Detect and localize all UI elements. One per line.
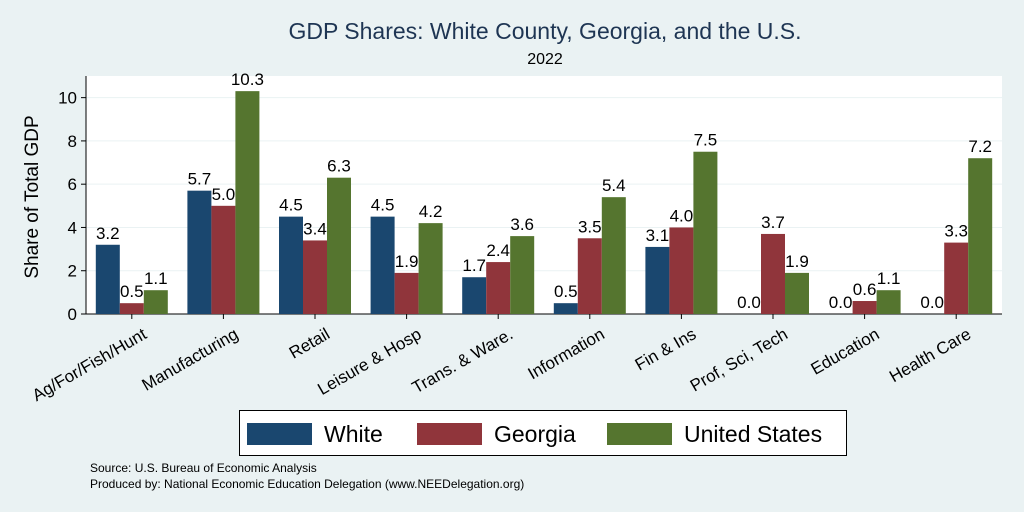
bar-georgia-education xyxy=(852,301,877,314)
bar-white-trans-ware xyxy=(462,277,487,314)
data-label-white-retail: 4.5 xyxy=(279,196,303,215)
data-label-united-states-information: 5.4 xyxy=(602,176,626,195)
legend-item-united-states: United States xyxy=(607,411,822,457)
bar-georgia-health-care xyxy=(944,242,969,314)
data-label-white-information: 0.5 xyxy=(554,282,578,301)
bar-white-leisure-hosp xyxy=(370,216,395,314)
y-tick-label: 2 xyxy=(68,262,77,281)
data-label-georgia-prof-sci-tech: 3.7 xyxy=(761,213,785,232)
bar-georgia-trans-ware xyxy=(486,262,511,314)
bar-white-fin-ins xyxy=(645,246,670,314)
data-label-united-states-health-care: 7.2 xyxy=(968,137,992,156)
bar-georgia-manufacturing xyxy=(211,205,236,314)
source-note: Source: U.S. Bureau of Economic Analysis xyxy=(90,461,317,475)
y-tick-label: 6 xyxy=(68,175,77,194)
bar-white-ag-for-fish-hunt xyxy=(95,244,120,314)
bar-white-manufacturing xyxy=(187,190,212,314)
x-tick-label-retail: Retail xyxy=(286,324,333,362)
x-tick-label-fin-ins: Fin & Ins xyxy=(632,324,700,374)
bar-white-information xyxy=(553,303,578,314)
data-label-united-states-trans-ware: 3.6 xyxy=(510,215,534,234)
bar-georgia-leisure-hosp xyxy=(394,272,419,314)
x-tick-label-manufacturing: Manufacturing xyxy=(139,324,242,394)
bar-united-states-trans-ware xyxy=(510,236,535,314)
data-label-white-education: 0.0 xyxy=(829,293,853,312)
legend-swatch-georgia xyxy=(417,423,482,445)
x-tick-label-prof-sci-tech: Prof, Sci, Tech xyxy=(687,324,791,395)
x-tick-label-education: Education xyxy=(808,324,883,378)
produced-by-note: Produced by: National Economic Education… xyxy=(90,477,525,491)
y-tick-label: 8 xyxy=(68,132,77,151)
bar-georgia-information xyxy=(577,238,602,314)
data-label-white-manufacturing: 5.7 xyxy=(188,170,212,189)
bar-united-states-manufacturing xyxy=(235,91,260,315)
data-label-georgia-manufacturing: 5.0 xyxy=(212,185,236,204)
data-label-united-states-leisure-hosp: 4.2 xyxy=(419,202,443,221)
bar-georgia-ag-for-fish-hunt xyxy=(119,303,144,314)
bar-united-states-health-care xyxy=(968,158,993,314)
bar-united-states-fin-ins xyxy=(693,151,718,314)
bar-united-states-retail xyxy=(327,177,351,314)
chart-title: GDP Shares: White County, Georgia, and t… xyxy=(288,18,802,44)
data-label-white-ag-for-fish-hunt: 3.2 xyxy=(96,224,120,243)
bar-united-states-information xyxy=(601,197,626,314)
bar-united-states-leisure-hosp xyxy=(418,223,443,314)
x-tick-label-information: Information xyxy=(525,324,608,383)
data-label-georgia-leisure-hosp: 1.9 xyxy=(395,252,419,271)
legend-label-white: White xyxy=(324,420,383,447)
data-label-georgia-trans-ware: 2.4 xyxy=(486,241,510,260)
bar-georgia-prof-sci-tech xyxy=(761,233,785,314)
y-tick-label: 4 xyxy=(68,218,77,237)
y-tick-label: 10 xyxy=(58,89,77,108)
data-label-united-states-ag-for-fish-hunt: 1.1 xyxy=(144,269,168,288)
y-tick-label: 0 xyxy=(68,305,77,324)
data-label-georgia-information: 3.5 xyxy=(578,217,602,236)
x-tick-label-ag-for-fish-hunt: Ag/For/Fish/Hunt xyxy=(29,324,150,405)
data-label-united-states-manufacturing: 10.3 xyxy=(231,70,264,89)
legend-label-united-states: United States xyxy=(684,420,823,447)
data-label-white-trans-ware: 1.7 xyxy=(462,256,486,275)
data-label-united-states-fin-ins: 7.5 xyxy=(694,131,718,150)
data-label-white-prof-sci-tech: 0.0 xyxy=(737,293,761,312)
data-label-united-states-education: 1.1 xyxy=(877,269,901,288)
bar-white-retail xyxy=(279,216,303,314)
bar-united-states-education xyxy=(876,290,901,314)
bar-united-states-prof-sci-tech xyxy=(785,272,809,314)
data-label-white-leisure-hosp: 4.5 xyxy=(371,196,395,215)
data-label-georgia-retail: 3.4 xyxy=(303,219,327,238)
data-label-georgia-health-care: 3.3 xyxy=(944,222,968,241)
data-label-united-states-retail: 6.3 xyxy=(327,157,351,176)
data-label-white-health-care: 0.0 xyxy=(920,293,944,312)
legend-item-georgia: Georgia xyxy=(417,411,576,457)
data-label-white-fin-ins: 3.1 xyxy=(646,226,670,245)
data-label-united-states-prof-sci-tech: 1.9 xyxy=(785,252,809,271)
legend-label-georgia: Georgia xyxy=(494,420,576,447)
x-tick-label-leisure-hosp: Leisure & Hosp xyxy=(314,324,424,399)
legend-swatch-white xyxy=(247,423,312,445)
legend-item-white: White xyxy=(247,411,383,457)
chart-subtitle: 2022 xyxy=(527,51,563,68)
legend-swatch-united-states xyxy=(607,423,672,445)
chart-legend: White Georgia United States xyxy=(239,410,847,456)
data-label-georgia-fin-ins: 4.0 xyxy=(670,206,694,225)
bar-georgia-fin-ins xyxy=(669,227,694,314)
bar-united-states-ag-for-fish-hunt xyxy=(143,290,168,314)
data-label-georgia-education: 0.6 xyxy=(853,280,877,299)
y-axis-label: Share of Total GDP xyxy=(22,115,43,278)
x-tick-label-health-care: Health Care xyxy=(886,324,974,386)
data-label-georgia-ag-for-fish-hunt: 0.5 xyxy=(120,282,144,301)
bar-georgia-retail xyxy=(303,240,327,314)
x-tick-label-trans-ware: Trans. & Ware. xyxy=(409,324,516,397)
